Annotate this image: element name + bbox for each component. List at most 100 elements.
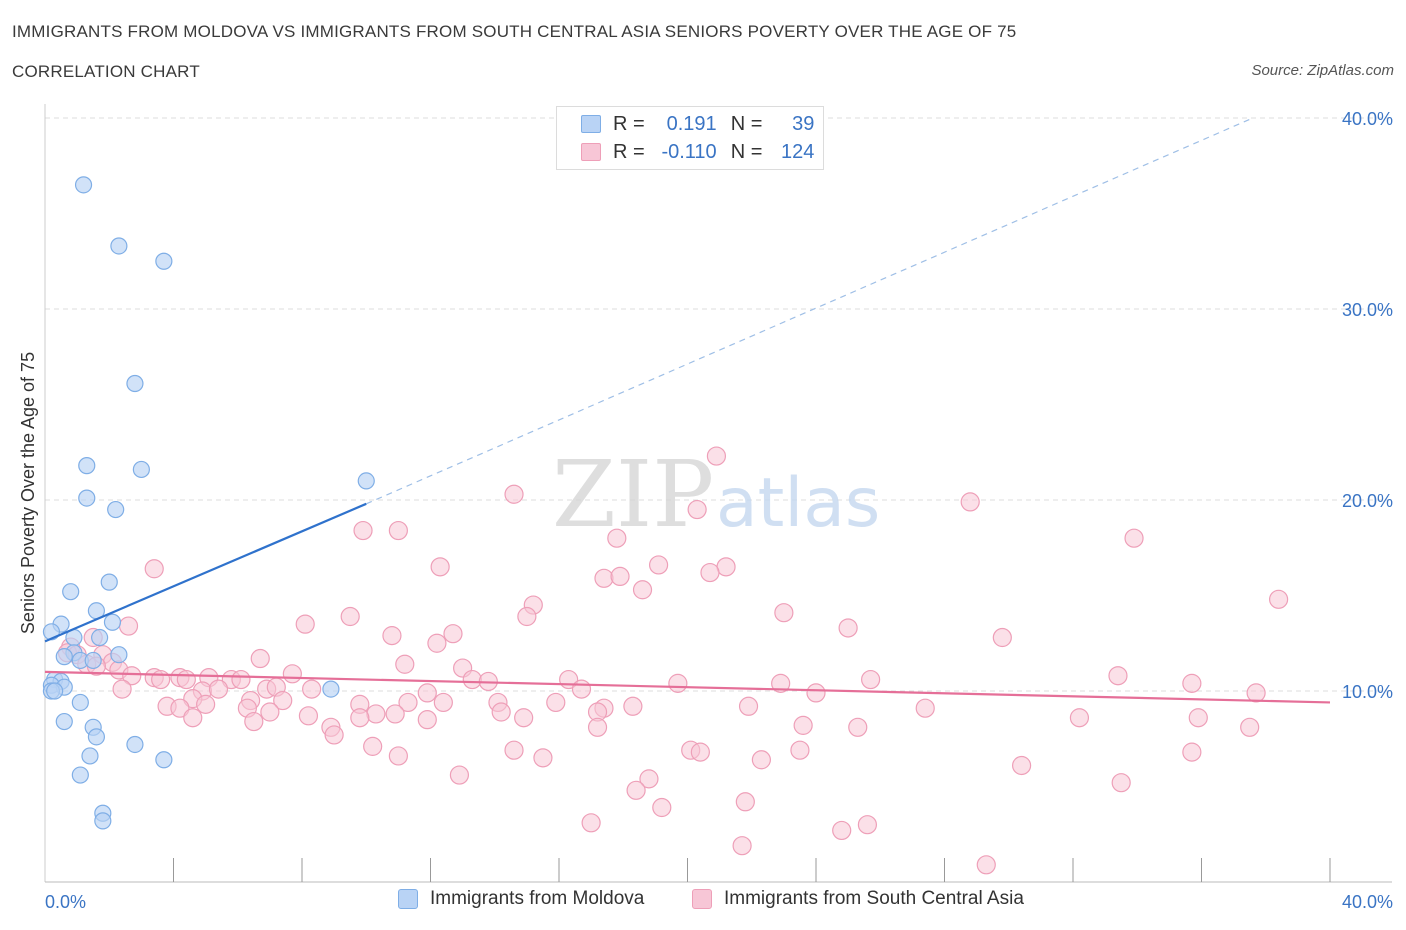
data-point	[533, 748, 553, 768]
data-point	[546, 692, 566, 713]
data-point	[610, 566, 630, 587]
data-point	[91, 628, 109, 647]
data-point	[71, 693, 89, 712]
data-point	[260, 702, 280, 722]
data-point	[806, 683, 826, 703]
data-point	[388, 746, 408, 766]
data-point	[581, 813, 601, 833]
data-point	[144, 559, 164, 579]
data-point	[126, 374, 144, 393]
data-point	[732, 836, 752, 856]
data-point	[427, 633, 447, 653]
x-tick-label: 40.0%	[1342, 892, 1393, 912]
data-point	[118, 616, 139, 636]
data-point	[340, 606, 360, 627]
y-tick-label: 30.0%	[1342, 300, 1393, 320]
series-south-central-asia	[57, 446, 1289, 875]
data-point	[94, 812, 112, 830]
data-point	[687, 499, 707, 520]
data-point	[430, 557, 450, 577]
data-point	[183, 708, 203, 728]
data-point	[151, 669, 171, 690]
data-point	[491, 702, 511, 722]
data-point	[571, 679, 592, 699]
data-point	[832, 820, 852, 841]
data-point	[71, 766, 89, 784]
legend-row-moldova: R = 0.191 N = 39	[581, 112, 814, 136]
legend-r-value: 0.191	[666, 112, 717, 135]
data-point	[1108, 666, 1128, 686]
data-point	[960, 492, 980, 512]
data-point	[196, 694, 216, 714]
data-point	[587, 717, 608, 737]
data-point	[594, 568, 614, 588]
data-point	[103, 613, 122, 631]
data-point	[639, 769, 659, 789]
data-point	[382, 626, 402, 646]
data-point	[1246, 683, 1266, 703]
watermark-zip: ZIP	[552, 441, 714, 548]
data-point	[110, 646, 128, 664]
legend-r-label: R =	[613, 112, 645, 135]
trend-lines	[44, 117, 1331, 704]
chart-subtitle: CORRELATION CHART	[12, 62, 200, 81]
data-point	[652, 797, 672, 818]
y-axis-label: Seniors Poverty Over the Age of 75	[18, 352, 38, 634]
data-point	[62, 583, 80, 601]
tick-labels: 10.0% 20.0% 30.0% 40.0% 0.0% 40.0%	[45, 109, 1393, 912]
trend-line-south-central-asia	[44, 670, 1331, 704]
data-point	[155, 252, 173, 270]
data-point	[74, 176, 93, 194]
legend-n-label: N =	[730, 112, 763, 135]
data-point	[504, 484, 524, 504]
trend-line-moldova-extension	[366, 117, 1254, 505]
source-label: Source: ZipAtlas.com	[1251, 62, 1394, 79]
bottom-legend-swatch-moldova	[398, 889, 418, 909]
data-point	[626, 780, 646, 800]
data-point	[55, 712, 73, 731]
data-point	[100, 573, 118, 591]
data-point	[395, 654, 415, 674]
data-point	[250, 648, 270, 669]
data-point	[632, 580, 653, 600]
x-tick-label: 0.0%	[45, 892, 86, 912]
data-point	[735, 792, 755, 812]
legend-n-value: 124	[781, 140, 815, 163]
legend-swatch-moldova	[581, 115, 601, 133]
series-moldova	[42, 176, 375, 830]
data-point	[790, 740, 810, 760]
bottom-legend-south-central-asia: Immigrants from South Central Asia	[692, 888, 1024, 910]
data-point	[155, 751, 173, 769]
data-point	[388, 520, 408, 541]
data-point	[514, 708, 534, 728]
bottom-legend-label-south-central-asia: Immigrants from South Central Asia	[724, 888, 1024, 909]
data-point	[443, 624, 463, 644]
data-point	[462, 669, 482, 690]
data-point	[322, 680, 340, 698]
data-point	[417, 710, 437, 730]
data-point	[46, 682, 64, 700]
data-point	[1069, 708, 1090, 728]
data-point	[848, 717, 868, 737]
data-point	[433, 692, 453, 713]
data-point	[738, 696, 759, 716]
data-point	[915, 698, 935, 718]
grid-lines	[45, 117, 1392, 692]
data-point	[107, 500, 125, 519]
data-point	[110, 237, 128, 255]
data-point	[122, 666, 142, 686]
data-point	[363, 736, 383, 756]
legend-swatch-south-central-asia	[581, 143, 601, 161]
data-point	[357, 472, 375, 490]
stats-legend: R = 0.191 N = 39 R = -0.110 N = 124	[556, 106, 824, 170]
data-point	[366, 704, 386, 724]
y-tick-label: 40.0%	[1342, 109, 1393, 129]
legend-row-south-central-asia: R = -0.110 N = 124	[581, 140, 814, 164]
axes	[44, 104, 1392, 883]
data-point	[607, 528, 627, 548]
data-point	[1240, 717, 1260, 737]
data-point	[716, 557, 736, 577]
data-point	[78, 457, 96, 475]
data-point	[385, 704, 405, 724]
